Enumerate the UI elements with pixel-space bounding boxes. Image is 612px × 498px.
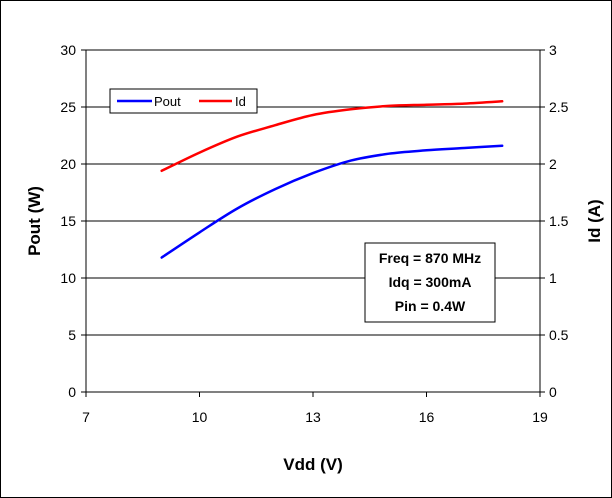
x-tick-label: 16 [419,409,435,425]
series-line-id [160,100,504,173]
y-right-tick-label: 0 [549,384,557,400]
y-left-tick-label: 15 [60,213,76,229]
y-right-tick-label: 2.5 [549,99,569,115]
x-tick-label: 19 [532,409,548,425]
legend: Pout Id [109,88,258,114]
conditions-box-border [364,242,496,323]
y-right-tick-label: 1 [549,270,557,286]
y-left-tick-label: 5 [68,327,76,343]
y-right-tick-label: 3 [549,42,557,58]
y-right-tick-label: 1.5 [549,213,569,229]
y-axis-right-title: Id (A) [585,199,604,242]
y-left-tick-label: 10 [60,270,76,286]
series-line-pout [160,144,504,259]
y-left-tick-label: 0 [68,384,76,400]
y-axis-left-title: Pout (W) [25,186,44,256]
legend-label-id: Id [235,94,246,109]
x-tick-label: 10 [192,409,208,425]
legend-label-pout: Pout [154,94,181,109]
y-right-tick-label: 0.5 [549,327,569,343]
y-left-tick-label: 25 [60,99,76,115]
conditions-pin: Pin = 0.4W [395,298,466,314]
x-tick-label: 7 [82,409,90,425]
tick-marks: 0 5 10 15 20 25 30 0 0.5 1 1.5 2 2.5 3 7 10 13 16 19 [60,42,568,425]
conditions-box: Freq = 870 MHz Idq = 300mA Pin = 0.4W [364,242,496,323]
x-tick-label: 13 [305,409,321,425]
conditions-idq: Idq = 300mA [389,274,472,290]
y-left-tick-label: 20 [60,156,76,172]
y-left-tick-label: 30 [60,42,76,58]
x-axis-title: Vdd (V) [283,455,343,474]
conditions-freq: Freq = 870 MHz [379,250,481,266]
y-right-tick-label: 2 [549,156,557,172]
series-lines [160,100,504,259]
